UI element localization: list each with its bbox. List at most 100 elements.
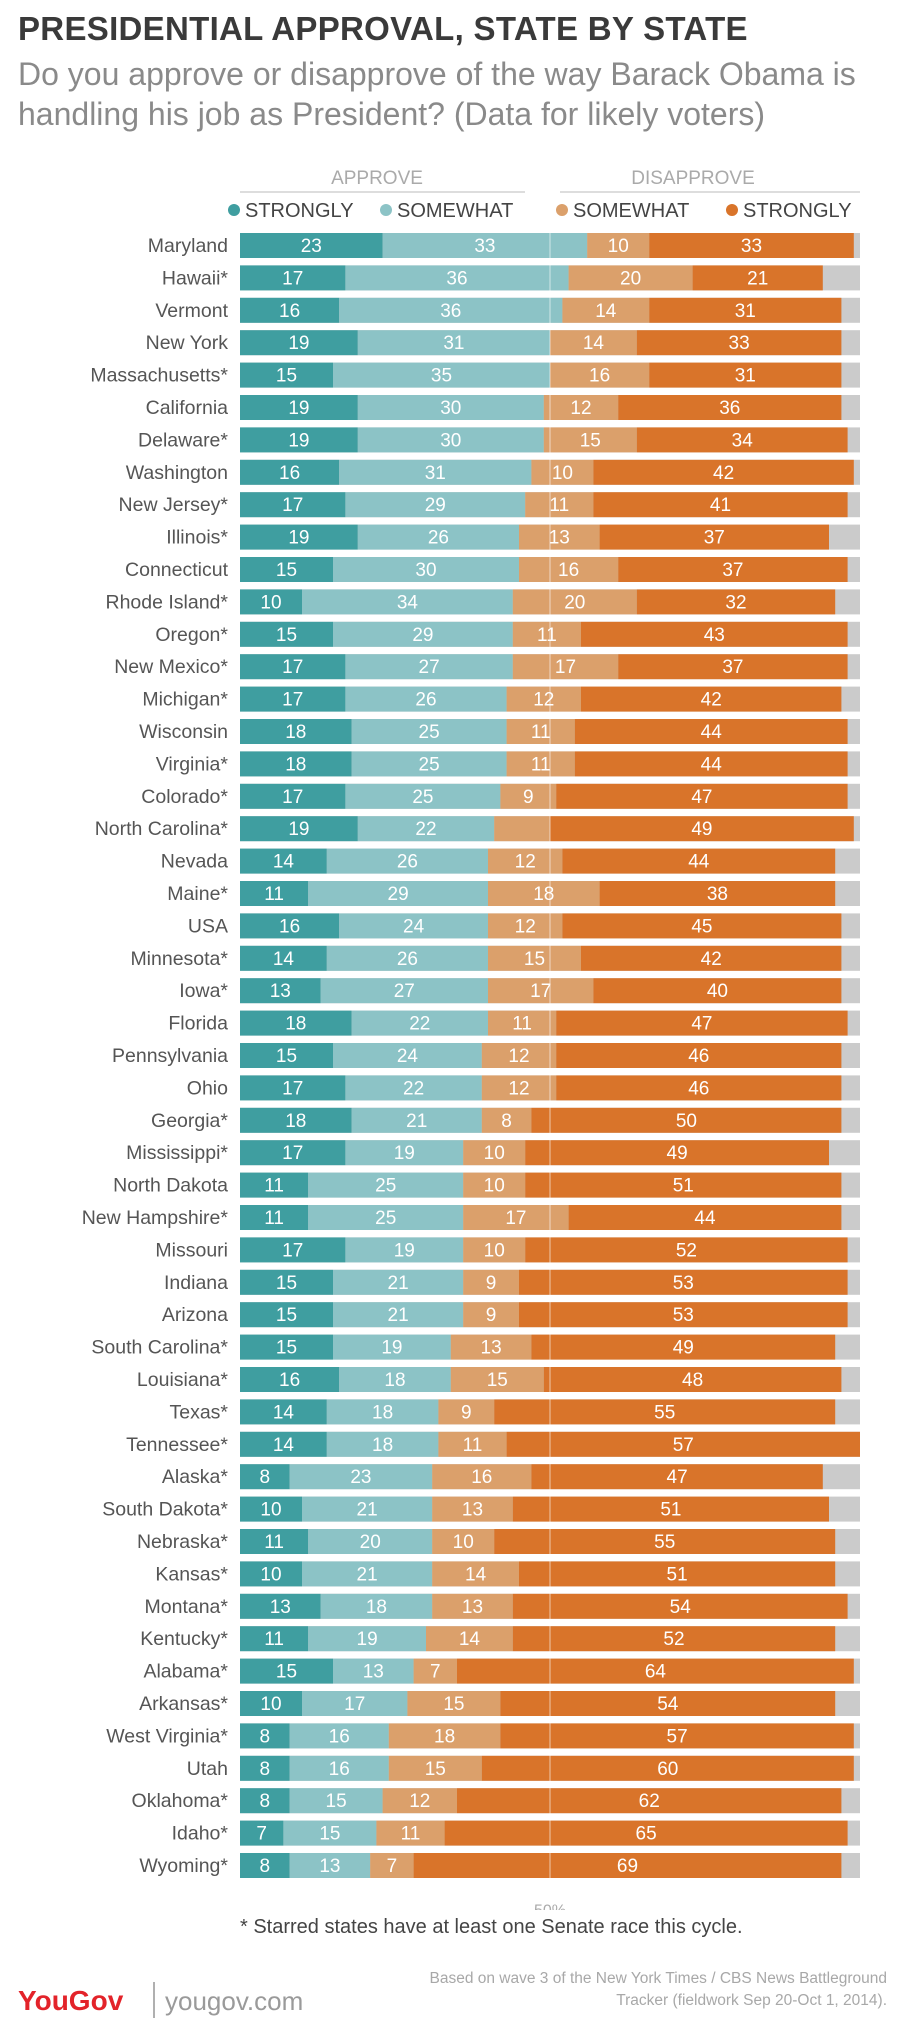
bar-value-label: 9 — [486, 1305, 497, 1326]
bar-value-label: 15 — [276, 1273, 297, 1294]
bar-value-label: 11 — [264, 884, 284, 905]
row-label: Arizona — [162, 1304, 228, 1326]
bar-value-label: 37 — [722, 560, 743, 581]
bar-value-label: 8 — [260, 1759, 271, 1780]
bar-segment — [525, 1237, 848, 1263]
bar-segment — [413, 1853, 842, 1878]
bar-segment — [345, 265, 569, 291]
bar-segment — [649, 297, 842, 323]
bar-value-label: 19 — [357, 1629, 378, 1650]
bar-segment — [450, 1367, 544, 1392]
bar-segment — [240, 330, 358, 356]
bar-segment — [240, 1075, 346, 1101]
bar-value-label: 8 — [260, 1467, 271, 1488]
legend-label-3: STRONGLY — [743, 200, 852, 222]
bar-value-label: 18 — [384, 1370, 405, 1391]
row-label: Mississippi* — [126, 1142, 228, 1164]
bar-segment — [326, 848, 488, 874]
bar-segment — [302, 1561, 433, 1587]
bar-value-label: 16 — [279, 1370, 300, 1391]
row-label: Nevada — [161, 851, 228, 873]
bar-segment — [550, 816, 854, 842]
bar-value-label: 13 — [462, 1597, 483, 1618]
bar-value-label: 11 — [264, 1532, 284, 1553]
row-label: Indiana — [164, 1272, 228, 1294]
bar-value-label: 12 — [533, 690, 554, 711]
bar-value-label: 15 — [276, 625, 297, 646]
bar-segment — [240, 1593, 321, 1619]
bar-segment — [240, 233, 383, 258]
bar-segment — [240, 1755, 290, 1781]
bar-value-label: 55 — [654, 1532, 675, 1553]
bar-value-label: 17 — [530, 981, 551, 1002]
bar-segment — [450, 1334, 532, 1360]
row-label: Wisconsin — [139, 721, 228, 743]
bar-segment — [308, 1529, 433, 1554]
bar-segment — [432, 1496, 513, 1522]
bar-segment — [240, 945, 327, 971]
bar-segment — [556, 783, 848, 809]
bar-value-label: 10 — [484, 1176, 505, 1197]
bar-value-label: 50 — [676, 1111, 697, 1132]
bar-value-label: 34 — [732, 430, 754, 451]
bar-segment — [562, 913, 842, 939]
row-label: Virginia* — [156, 753, 229, 775]
bar-value-label: 18 — [372, 1402, 393, 1423]
bar-segment — [438, 1399, 495, 1425]
bar-segment — [339, 459, 532, 485]
bar-segment — [649, 362, 842, 388]
bar-value-label: 17 — [282, 1078, 303, 1099]
bar-segment — [240, 719, 352, 744]
bar-value-label: 10 — [484, 1143, 505, 1164]
row-label: Oklahoma* — [132, 1790, 229, 1812]
bar-value-label: 8 — [501, 1111, 512, 1132]
bar-segment — [240, 1237, 346, 1263]
bar-segment — [531, 459, 594, 485]
bar-value-label: 35 — [431, 366, 452, 387]
bar-segment — [382, 233, 588, 258]
bar-segment — [506, 719, 575, 744]
bar-value-label: 51 — [673, 1176, 694, 1197]
legend-swatch-1 — [380, 204, 392, 216]
bar-segment — [289, 1464, 433, 1490]
bar-segment — [240, 816, 358, 842]
bar-segment — [351, 1107, 482, 1133]
bar-segment — [692, 265, 823, 291]
bar-segment — [289, 1723, 389, 1749]
bar-segment — [562, 297, 650, 323]
bar-value-label: 25 — [419, 754, 440, 775]
bar-segment — [240, 492, 346, 518]
bar-segment — [320, 1593, 433, 1619]
bar-value-label: 54 — [657, 1694, 679, 1715]
bar-value-label: 15 — [276, 1338, 297, 1359]
bar-value-label: 7 — [256, 1824, 267, 1845]
row-label: New York — [146, 332, 229, 354]
bar-segment — [593, 978, 842, 1004]
bar-value-label: 18 — [285, 754, 306, 775]
bar-value-label: 21 — [388, 1273, 409, 1294]
bar-segment — [357, 816, 495, 842]
bar-segment — [240, 1820, 284, 1846]
bar-value-label: 65 — [636, 1824, 657, 1845]
bar-value-label: 57 — [673, 1435, 694, 1456]
bar-segment — [531, 1464, 823, 1490]
row-label: Missouri — [155, 1239, 228, 1261]
group-label-disapprove: DISAPPROVE — [631, 168, 755, 189]
row-label: Washington — [126, 462, 228, 484]
bar-value-label: 18 — [285, 722, 306, 743]
bar-value-label: 11 — [531, 754, 551, 775]
bar-value-label: 33 — [741, 236, 762, 257]
bar-segment — [506, 751, 575, 777]
row-label: Alaska* — [162, 1466, 229, 1488]
row-label: Michigan* — [142, 689, 228, 711]
bar-value-label: 7 — [430, 1662, 441, 1683]
bar-value-label: 21 — [357, 1564, 378, 1585]
bar-segment — [481, 1043, 557, 1068]
row-label: Alabama* — [143, 1661, 228, 1683]
bar-value-label: 16 — [329, 1759, 350, 1780]
bar-value-label: 44 — [694, 1208, 716, 1229]
bar-segment — [240, 1302, 333, 1328]
legend-swatch-3 — [726, 204, 738, 216]
bar-value-label: 14 — [595, 301, 617, 322]
bar-value-label: 17 — [282, 787, 303, 808]
